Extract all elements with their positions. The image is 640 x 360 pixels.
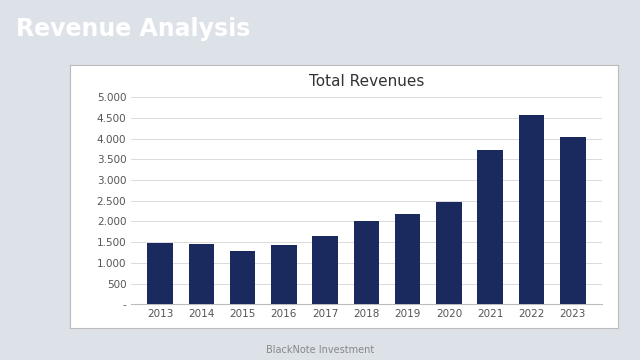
Bar xyxy=(147,243,173,304)
Bar xyxy=(477,150,503,304)
Bar xyxy=(230,251,255,304)
Bar xyxy=(560,138,586,304)
Bar xyxy=(189,244,214,304)
Title: Total Revenues: Total Revenues xyxy=(308,74,424,89)
Bar xyxy=(271,244,297,304)
Text: Revenue Analysis: Revenue Analysis xyxy=(16,17,250,41)
Bar xyxy=(518,115,544,304)
Text: BlackNote Investment: BlackNote Investment xyxy=(266,345,374,355)
Bar xyxy=(395,214,420,304)
Bar xyxy=(312,236,338,304)
Bar xyxy=(436,202,461,304)
Bar xyxy=(354,221,379,304)
